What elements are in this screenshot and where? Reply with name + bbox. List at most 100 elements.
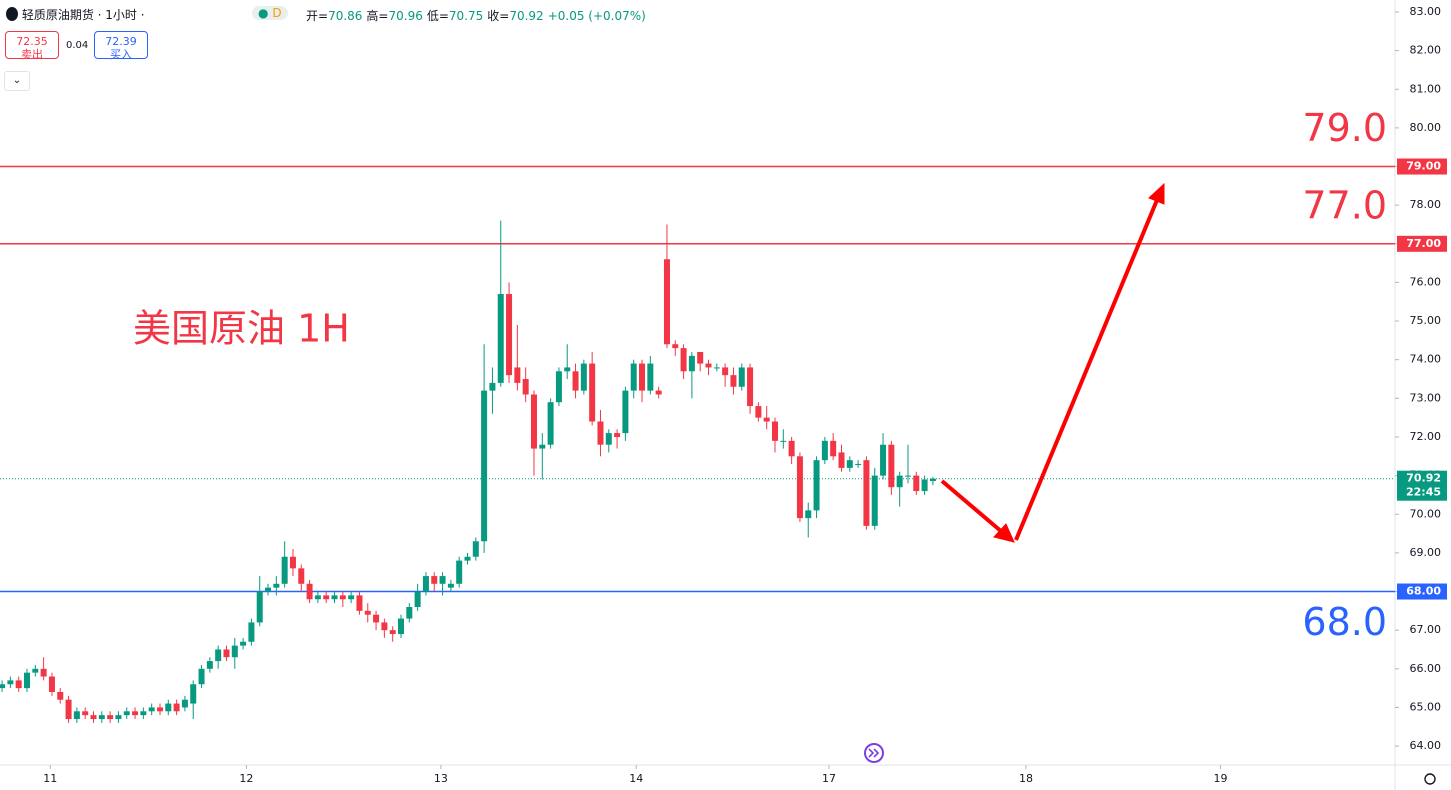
candle-body (57, 691, 64, 700)
candle-body (871, 475, 878, 526)
candle-body (24, 672, 31, 689)
buy-label: 买入 (110, 48, 132, 61)
x-tick-label: 19 (1213, 772, 1227, 785)
candle-body (522, 379, 529, 395)
candle-body (389, 630, 396, 635)
candle-body (331, 595, 338, 600)
candle-body (780, 440, 787, 442)
candle-body (489, 382, 496, 391)
candle-body (356, 595, 363, 611)
collapse-button[interactable]: ⌄ (4, 71, 30, 91)
candle-body (630, 363, 637, 391)
level-tag-label: 77.00 (1406, 237, 1441, 250)
ohlc-label: 低= (426, 9, 449, 23)
candle-body (215, 649, 222, 662)
candle-body (240, 641, 247, 646)
candle-body (614, 433, 621, 437)
candle-body (838, 452, 845, 468)
candle-body (132, 711, 139, 716)
ohlc-legend: 开=70.86 高=70.96 低=70.75 收=70.92 +0.05 (+0.07… (306, 7, 646, 24)
y-tick-label: 81.00 (1410, 82, 1442, 95)
symbol-icon (6, 7, 18, 21)
candle-body (539, 444, 546, 449)
candle-body (564, 367, 571, 372)
plot: 79.0 77.0 68.0 美国原油 1H (0, 106, 1395, 723)
candle-body (514, 367, 521, 383)
candle-body (738, 367, 745, 387)
candle-body (796, 456, 803, 519)
candle-body (472, 541, 479, 557)
candle-body (597, 421, 604, 445)
candle-body (688, 355, 695, 372)
candle-body (481, 390, 488, 542)
candle-body (904, 475, 911, 477)
candle-body (572, 371, 579, 391)
candle-body (314, 595, 321, 600)
level-tag (1397, 235, 1447, 252)
candle-body (530, 394, 537, 449)
settings-button[interactable] (1424, 773, 1436, 785)
candle-body (555, 371, 562, 403)
candle-body (248, 622, 255, 642)
candle-body (547, 402, 554, 445)
badge-text: D (272, 6, 282, 20)
candle-body (846, 460, 853, 468)
candle-body (464, 556, 471, 561)
level-tag-label: 68.00 (1406, 585, 1441, 598)
last-price-tag (1397, 470, 1447, 501)
last-price-label: 70.92 (1406, 472, 1441, 485)
y-tick-label: 72.00 (1410, 430, 1442, 443)
candle-body (647, 363, 654, 391)
candle-body (140, 711, 147, 716)
x-tick-label: 12 (239, 772, 253, 785)
candle-body (256, 591, 263, 623)
candle-body (223, 649, 230, 658)
candle-body (705, 363, 712, 368)
level-label: 68.0 (1302, 600, 1387, 644)
buy-button[interactable]: 72.39 买入 (94, 31, 148, 61)
candle-body (830, 440, 837, 457)
x-tick-label: 13 (434, 772, 448, 785)
y-tick-label: 74.00 (1410, 353, 1442, 366)
level-label: 77.0 (1302, 183, 1387, 227)
candle-body (82, 711, 89, 716)
candle-body (763, 417, 770, 422)
candle-body (148, 707, 155, 712)
candle-body (373, 614, 380, 623)
candle-body (65, 699, 72, 720)
candle-body (788, 440, 795, 457)
status-badge[interactable]: ● D (252, 6, 288, 20)
y-tick-label: 73.00 (1410, 391, 1442, 404)
candle-body (406, 606, 413, 619)
candle-body (265, 587, 272, 592)
candle-body (855, 464, 862, 466)
candle-body (655, 390, 662, 395)
candle-body (497, 294, 504, 383)
x-tick-label: 11 (43, 772, 57, 785)
y-tick-label: 64.00 (1410, 739, 1442, 752)
sell-price: 72.35 (16, 35, 48, 48)
candle-body (298, 568, 305, 584)
candle-body (123, 711, 130, 716)
candle-body (713, 367, 720, 369)
candle-body (0, 684, 6, 689)
candle-body (90, 715, 97, 720)
symbol-header: 轻质原油期货 · 1小时 · (6, 6, 145, 23)
annotation: 美国原油 1H (133, 307, 350, 351)
ohlc-value: 70.92 (509, 9, 544, 23)
candle-body (156, 707, 163, 712)
y-tick-label: 82.00 (1410, 44, 1442, 57)
candle-body (115, 715, 122, 720)
candle-body (381, 622, 388, 631)
candle-body (639, 363, 646, 391)
level-tag (1397, 158, 1447, 175)
candle-body (107, 715, 114, 720)
replay-button[interactable] (864, 743, 884, 763)
candle-body (364, 610, 371, 615)
candle-body (206, 661, 213, 669)
candle-body (32, 668, 39, 673)
sell-button[interactable]: 72.35 卖出 (5, 31, 59, 61)
candle-body (929, 478, 936, 482)
candle-body (755, 406, 762, 418)
